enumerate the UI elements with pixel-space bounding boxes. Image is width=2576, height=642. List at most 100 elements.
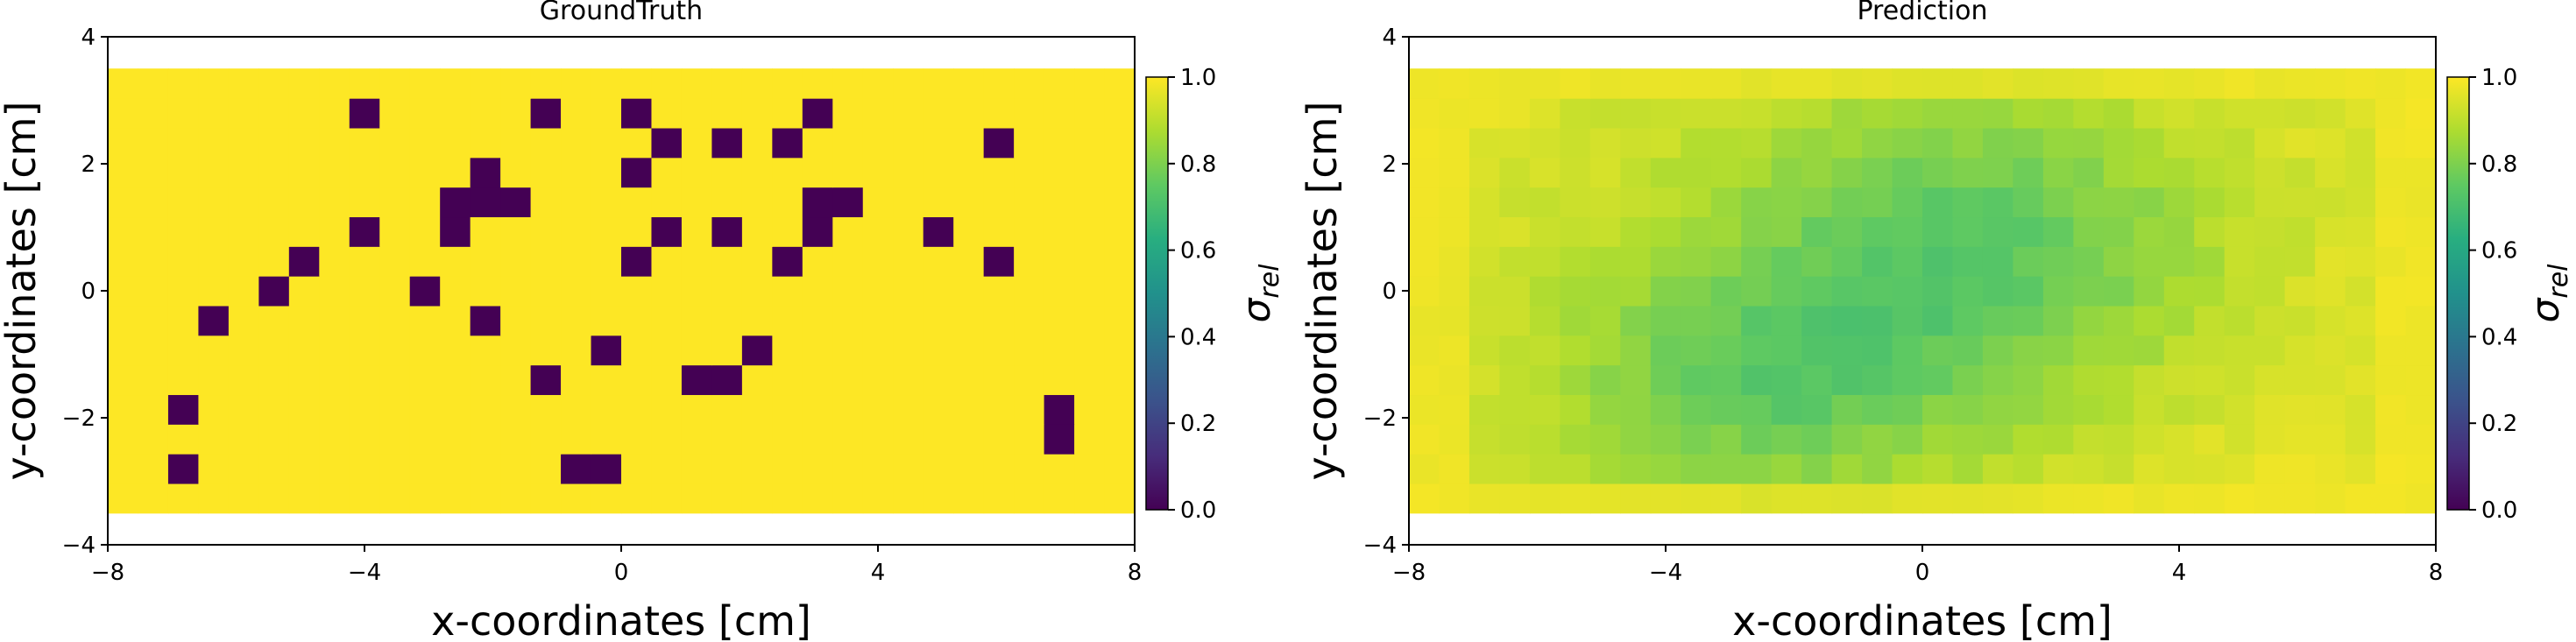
heatmap-cell [108,394,139,425]
heatmap-cell [561,127,592,159]
heatmap-cell [108,127,139,159]
heatmap-cell [1952,68,1984,99]
heatmap-cell [1862,454,1893,484]
heatmap-cell [1044,394,1075,425]
heatmap-cell [741,483,773,514]
heatmap-cell [591,187,622,218]
heatmap-cell [1499,187,1531,218]
x-tick-label: 4 [2172,560,2187,586]
heatmap-cell [379,335,411,366]
heatmap-cell [2315,394,2346,425]
heatmap-cell [1982,187,2014,218]
heatmap-cell [1560,187,1591,218]
heatmap-cell [440,305,471,336]
heatmap-cell [1409,98,1440,129]
heatmap-cell [258,98,290,129]
heatmap-cell [409,187,441,218]
y-tick-label: 0 [1382,279,1397,305]
heatmap-cell [530,276,562,307]
colorbar-tick-label: 1.0 [2481,65,2517,91]
heatmap-cell [2405,305,2437,336]
heatmap-cell [1681,364,1712,396]
heatmap-cell [379,276,411,307]
heatmap-cell [379,216,411,247]
heatmap-cell [1771,98,1802,129]
heatmap-cell [1922,246,1954,277]
heatmap-cell [1681,127,1712,159]
heatmap-cell [2284,483,2316,514]
heatmap-cell [2103,305,2134,336]
heatmap-cell [2224,276,2255,307]
heatmap-cell [2315,98,2346,129]
heatmap-cell [1409,127,1440,159]
heatmap-cell [2405,276,2437,307]
heatmap-cell [2284,246,2316,277]
heatmap-cell [530,98,562,129]
colorbar-tick-label: 0.8 [2481,152,2517,178]
heatmap-cell [1074,364,1106,396]
heatmap-cell [1801,68,1833,99]
heatmap-cell [440,335,471,366]
heatmap-cell [772,305,803,336]
heatmap-cell [561,305,592,336]
heatmap-cell [530,305,562,336]
heatmap-cell [1468,394,1501,425]
heatmap-cell [138,187,169,218]
heatmap-cell [1922,276,1954,307]
heatmap-cell [349,276,380,307]
heatmap-cell [2315,68,2346,99]
heatmap-cell [2163,364,2195,396]
heatmap-cell [1982,394,2014,425]
heatmap-cell [1892,483,1923,514]
heatmap-cell [2405,424,2437,455]
heatmap-cell [2042,483,2074,514]
heatmap-cell [198,157,230,188]
heatmap-cell [379,98,411,129]
heatmap-cell [1499,305,1531,336]
heatmap-cell [500,216,532,247]
heatmap-cell [651,98,683,129]
heatmap-cell [1831,216,1863,247]
heatmap-cell [1439,98,1470,129]
heatmap-cell [832,305,864,336]
heatmap-cell [772,424,803,455]
heatmap-cell [802,483,833,514]
heatmap-cell [138,216,169,247]
heatmap-cell [953,483,985,514]
heatmap-cell [621,335,653,366]
heatmap-cell [1650,424,1681,455]
heatmap-cell [2284,68,2316,99]
x-tick-label: −8 [91,560,124,586]
heatmap-cell [2224,335,2255,366]
heatmap-cell [500,394,532,425]
heatmap-cell [772,98,803,129]
heatmap-cell [1771,276,1802,307]
heatmap-cell [1589,68,1621,99]
heatmap-cell [2134,364,2165,396]
heatmap-cell [2134,276,2165,307]
heatmap-cell [2013,454,2044,484]
heatmap-cell [500,454,532,484]
heatmap-cell [1439,335,1470,366]
heatmap-cell [1468,276,1501,307]
heatmap-cell [167,424,200,455]
heatmap-cell [2375,246,2407,277]
heatmap-cell [1620,483,1652,514]
heatmap-cell [2315,305,2346,336]
heatmap-cell [1014,335,1045,366]
heatmap-cell [1074,127,1106,159]
heatmap-cell [1801,187,1833,218]
heatmap-cell [288,335,320,366]
heatmap-cell [258,424,290,455]
heatmap-cell [2042,364,2074,396]
heatmap-cell [1650,68,1681,99]
heatmap-cell [258,394,290,425]
heatmap-cell [711,335,743,366]
heatmap-cell [802,98,833,129]
heatmap-cell [2013,394,2044,425]
heatmap-cell [561,364,592,396]
heatmap-cell [288,157,320,188]
heatmap-cell [1499,364,1531,396]
heatmap-cell [198,364,230,396]
heatmap-cell [1104,335,1136,366]
